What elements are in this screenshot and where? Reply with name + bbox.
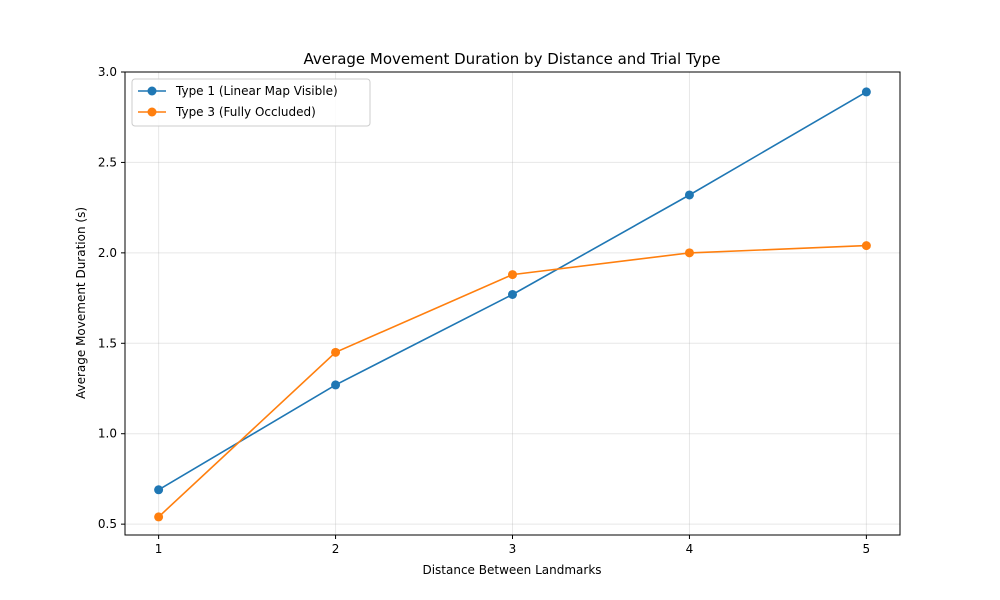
x-tick-label: 2 bbox=[332, 542, 340, 556]
grid bbox=[125, 71, 900, 535]
data-point bbox=[684, 248, 694, 258]
x-tick-label: 4 bbox=[686, 542, 694, 556]
legend-item: Type 1 (Linear Map Visible) bbox=[138, 84, 338, 98]
data-point bbox=[861, 241, 871, 251]
y-tick-label: 1.0 bbox=[98, 427, 117, 441]
series-2 bbox=[154, 241, 871, 522]
data-point bbox=[684, 190, 694, 200]
x-tick-label: 5 bbox=[863, 542, 871, 556]
data-point bbox=[331, 347, 341, 357]
legend: Type 1 (Linear Map Visible) Type 3 (Fully… bbox=[131, 78, 371, 127]
data-point bbox=[154, 485, 164, 495]
data-point bbox=[154, 512, 164, 522]
legend-label: Type 3 (Fully Occluded) bbox=[175, 105, 316, 119]
legend-item: Type 3 (Fully Occluded) bbox=[138, 105, 316, 119]
y-axis-label: Average Movement Duration (s) bbox=[74, 207, 88, 399]
x-axis: 1 2 3 4 5 bbox=[155, 535, 870, 556]
y-tick-label: 3.0 bbox=[98, 65, 117, 79]
y-tick-label: 2.5 bbox=[98, 155, 117, 169]
legend-label: Type 1 (Linear Map Visible) bbox=[175, 84, 338, 98]
chart-title: Average Movement Duration by Distance an… bbox=[304, 50, 721, 68]
legend-marker bbox=[147, 107, 157, 117]
x-axis-label: Distance Between Landmarks bbox=[422, 563, 601, 577]
data-point bbox=[508, 289, 517, 299]
legend-box bbox=[131, 78, 371, 127]
y-tick-label: 2.0 bbox=[98, 246, 117, 260]
x-tick-label: 3 bbox=[509, 542, 517, 556]
data-point bbox=[861, 87, 871, 97]
x-tick-label: 1 bbox=[155, 542, 163, 556]
data-point bbox=[331, 380, 341, 390]
y-tick-label: 0.5 bbox=[98, 517, 117, 531]
y-axis: 0.5 1.0 1.5 2.0 2.5 3.0 bbox=[98, 65, 125, 531]
series-group bbox=[154, 87, 871, 522]
series-1 bbox=[154, 87, 871, 495]
legend-marker bbox=[147, 86, 157, 96]
data-point bbox=[508, 270, 517, 280]
y-tick-label: 1.5 bbox=[98, 336, 117, 350]
